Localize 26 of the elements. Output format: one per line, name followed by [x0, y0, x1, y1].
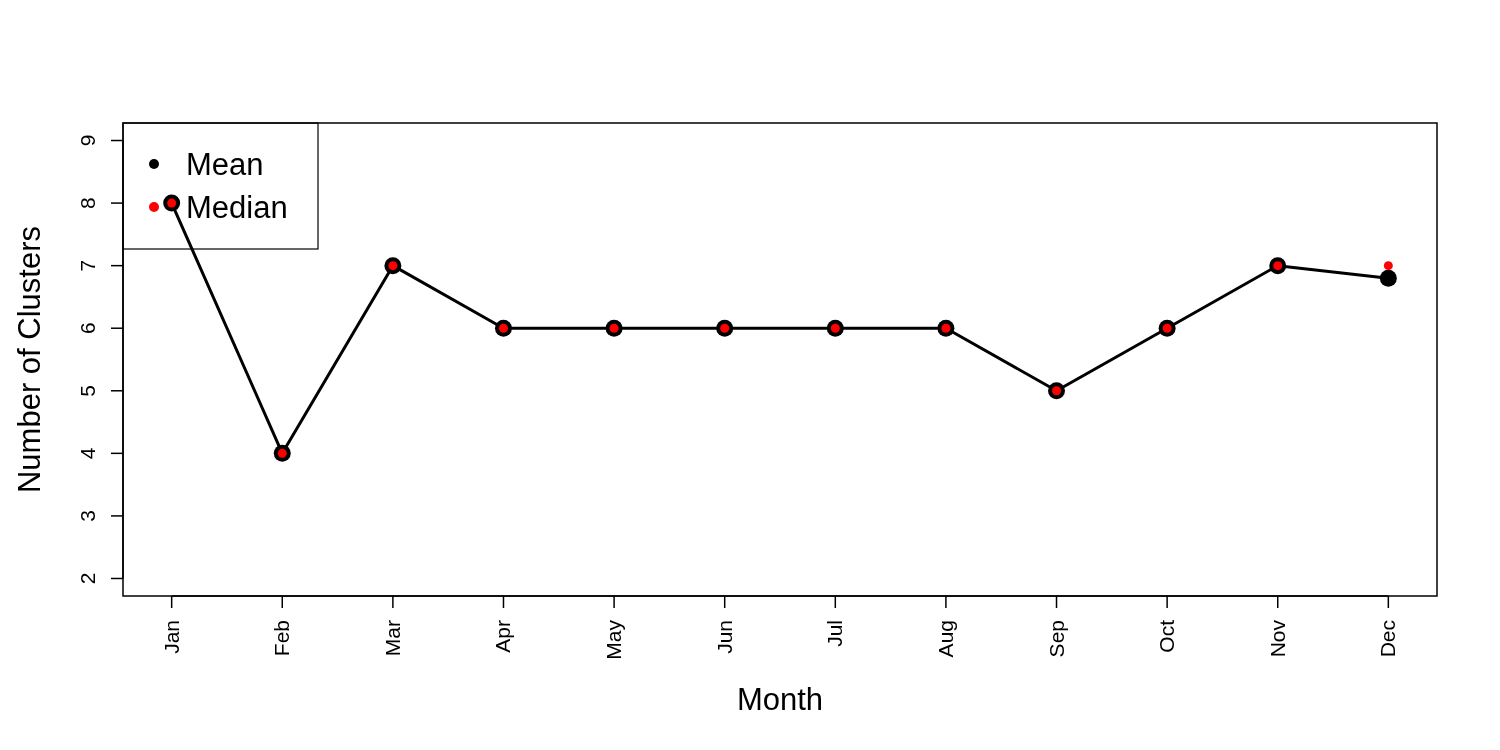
- x-axis-title: Month: [736, 682, 824, 717]
- y-tick-label: 7: [76, 259, 99, 272]
- x-tick-label: Dec: [1376, 620, 1400, 658]
- x-tick-label: Feb: [270, 620, 294, 657]
- x-tick-label: Jan: [159, 620, 183, 654]
- legend-label: Mean: [186, 146, 264, 182]
- y-tick-label: 3: [76, 510, 99, 522]
- x-tick-label: Nov: [1265, 619, 1289, 658]
- y-tick-label: 9: [76, 134, 99, 147]
- y-tick-label: 8: [76, 197, 99, 209]
- x-tick-label: Mar: [380, 620, 404, 657]
- x-tick-label: Apr: [491, 620, 515, 653]
- x-tick-label: Sep: [1044, 620, 1068, 658]
- y-axis-title: Number of Clusters: [12, 225, 47, 494]
- x-tick-label: Oct: [1155, 619, 1179, 653]
- y-tick-label: 5: [76, 384, 99, 397]
- x-tick-label: Jun: [712, 620, 736, 654]
- point: [1383, 261, 1393, 271]
- y-tick-label: 6: [76, 322, 99, 335]
- y-tick-label: 4: [76, 447, 99, 460]
- x-tick-label: Aug: [933, 620, 957, 658]
- x-tick-label: Jul: [823, 620, 847, 647]
- legend-label: Median: [186, 189, 288, 225]
- x-tick-label: May: [602, 619, 626, 660]
- y-tick-label: 2: [76, 572, 99, 585]
- point: [1379, 269, 1397, 287]
